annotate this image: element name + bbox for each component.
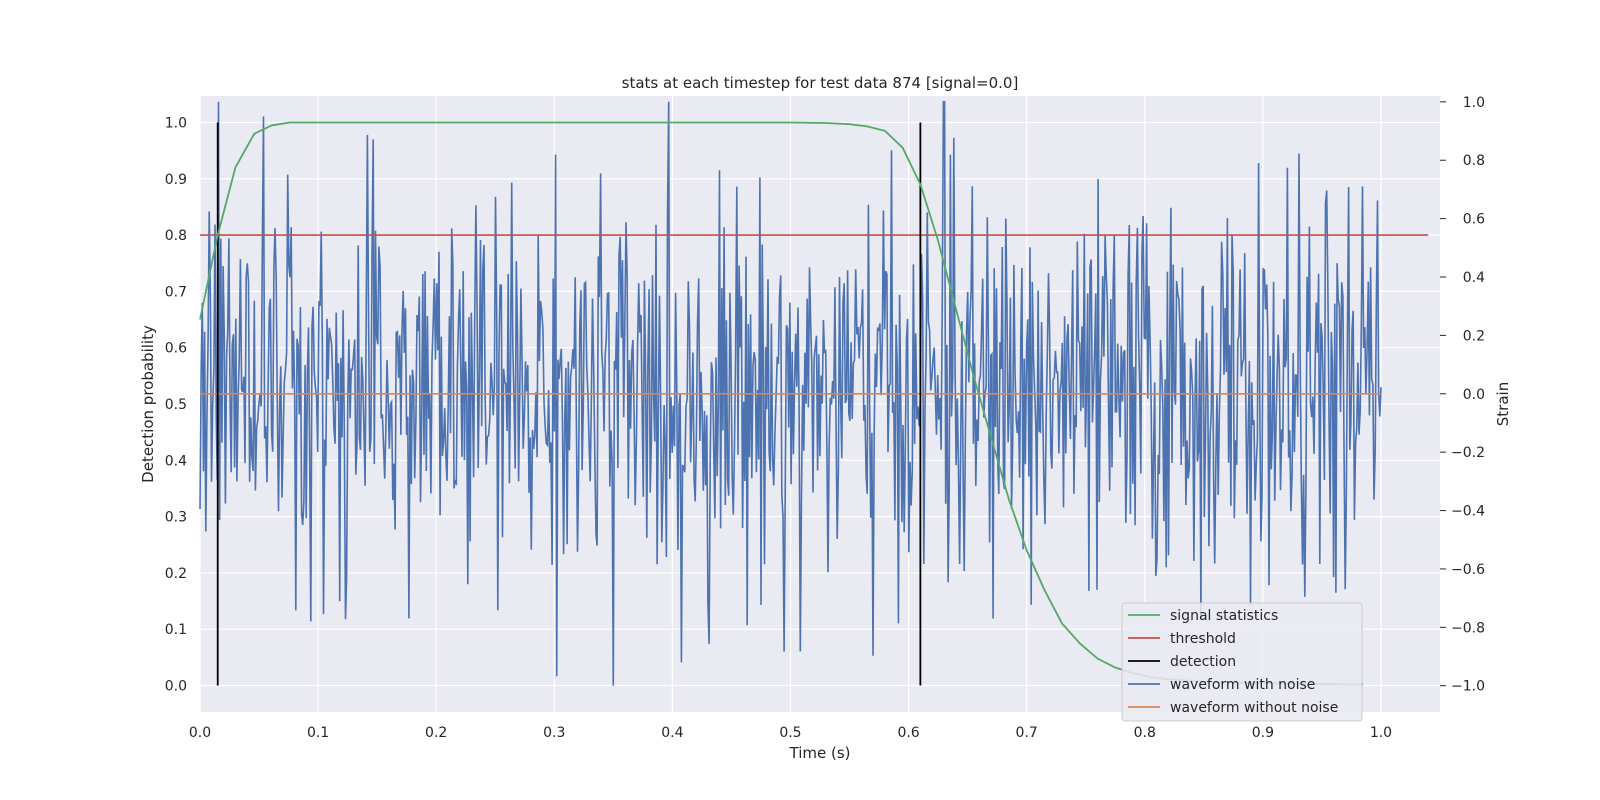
x-tick-label: 0.7 (1016, 725, 1038, 741)
y-right-tick-label: −0.8 (1451, 620, 1485, 636)
legend-label-waveform-with-noise: waveform with noise (1170, 677, 1315, 693)
y-axis-right-label: Strain (1494, 382, 1512, 426)
legend-label-detection: detection (1170, 654, 1236, 670)
y-right-tick-label: 0.6 (1463, 212, 1485, 228)
y-right-tick-label: 0.2 (1463, 328, 1485, 344)
x-tick-label: 0.0 (189, 725, 211, 741)
x-tick-label: 0.8 (1134, 725, 1156, 741)
legend: signal statistics threshold detection wa… (1121, 602, 1363, 722)
series-layer (199, 101, 1429, 686)
y-tick-label: 0.7 (165, 284, 187, 300)
x-tick-label: 0.6 (897, 725, 919, 741)
legend-box (1121, 602, 1363, 722)
x-tick-label: 0.4 (661, 725, 683, 741)
y-tick-label: 0.5 (165, 397, 187, 413)
y-right-tick-label: −0.2 (1451, 445, 1485, 461)
x-tick-label: 0.3 (543, 725, 565, 741)
x-tick-label: 0.9 (1252, 725, 1274, 741)
y-axis-label: Detection probability (139, 325, 157, 483)
y-right-tick-label: −1.0 (1451, 679, 1485, 695)
x-tick-label: 0.1 (307, 725, 329, 741)
y-tick-label: 0.6 (165, 341, 187, 357)
y-right-tick-label: 0.0 (1463, 387, 1485, 403)
y-tick-label: 0.0 (165, 679, 187, 695)
y-right-tick-label: 0.8 (1463, 153, 1485, 169)
y-tick-label: 0.8 (165, 228, 187, 244)
x-axis-label: Time (s) (789, 744, 851, 762)
x-tick-label: 1.0 (1370, 725, 1392, 741)
y-tick-label: 0.1 (165, 622, 187, 638)
y-tick-label: 0.9 (165, 172, 187, 188)
legend-label-signal-statistics: signal statistics (1170, 608, 1278, 624)
y-tick-label: 1.0 (165, 115, 187, 131)
y-tick-label: 0.4 (165, 453, 187, 469)
x-tick-label: 0.2 (425, 725, 447, 741)
y-right-tick-label: 1.0 (1463, 95, 1485, 111)
y-right-tick-label: −0.6 (1451, 562, 1485, 578)
y-right-tick-label: 0.4 (1463, 270, 1485, 286)
y-right-tick-label: −0.4 (1451, 504, 1485, 520)
y-tick-label: 0.3 (165, 510, 187, 526)
legend-label-waveform-without-noise: waveform without noise (1170, 700, 1338, 716)
axes-layer: 0.0 0.1 0.2 0.3 0.4 0.5 0.6 0.7 0.8 0.9 1.0 0.0 0.1 0… (165, 95, 1485, 741)
x-tick-label: 0.5 (779, 725, 801, 741)
legend-label-threshold: threshold (1170, 631, 1236, 647)
y-tick-label: 0.2 (165, 566, 187, 582)
chart-title: stats at each timestep for test data 874… (622, 74, 1019, 92)
